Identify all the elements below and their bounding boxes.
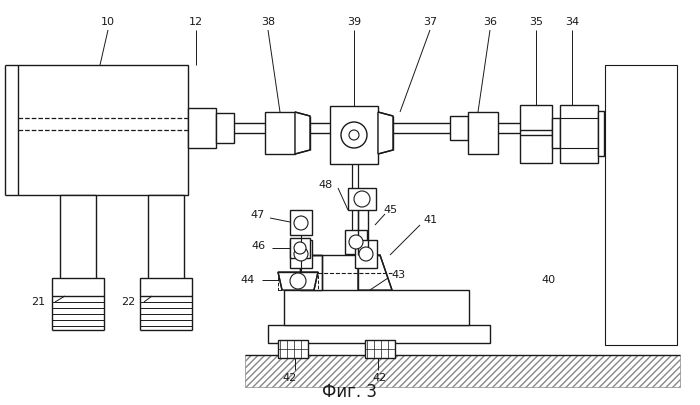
Text: 45: 45: [383, 205, 397, 215]
FancyBboxPatch shape: [140, 278, 192, 296]
Text: 41: 41: [423, 215, 437, 225]
Polygon shape: [295, 112, 310, 154]
FancyBboxPatch shape: [348, 188, 376, 210]
FancyBboxPatch shape: [598, 111, 604, 156]
Circle shape: [294, 216, 308, 230]
FancyBboxPatch shape: [188, 108, 216, 148]
Text: 47: 47: [251, 210, 265, 220]
FancyBboxPatch shape: [520, 105, 552, 163]
Text: 34: 34: [565, 17, 579, 27]
Polygon shape: [300, 255, 322, 290]
Text: 42: 42: [283, 373, 297, 383]
FancyBboxPatch shape: [290, 210, 312, 235]
FancyBboxPatch shape: [148, 195, 184, 280]
Circle shape: [349, 130, 359, 140]
FancyBboxPatch shape: [560, 105, 598, 163]
Text: 10: 10: [101, 17, 115, 27]
Text: 42: 42: [373, 373, 387, 383]
Text: 44: 44: [241, 275, 255, 285]
Text: 21: 21: [31, 297, 45, 307]
FancyBboxPatch shape: [60, 195, 96, 280]
FancyBboxPatch shape: [18, 65, 188, 195]
Text: 48: 48: [319, 180, 333, 190]
Text: 22: 22: [121, 297, 135, 307]
Text: 12: 12: [189, 17, 203, 27]
Text: 38: 38: [261, 17, 275, 27]
FancyBboxPatch shape: [52, 278, 104, 296]
Circle shape: [294, 247, 308, 261]
Text: 46: 46: [251, 241, 265, 251]
Text: 37: 37: [423, 17, 437, 27]
Text: 39: 39: [347, 17, 361, 27]
Circle shape: [341, 122, 367, 148]
Text: 40: 40: [541, 275, 555, 285]
FancyBboxPatch shape: [355, 240, 377, 268]
Polygon shape: [278, 272, 318, 290]
Polygon shape: [378, 112, 393, 154]
Text: Фиг. 3: Фиг. 3: [323, 383, 377, 401]
FancyBboxPatch shape: [278, 340, 308, 358]
FancyBboxPatch shape: [290, 240, 312, 268]
Circle shape: [359, 247, 373, 261]
Text: 43: 43: [391, 270, 405, 280]
FancyBboxPatch shape: [605, 65, 677, 345]
Text: 36: 36: [483, 17, 497, 27]
FancyBboxPatch shape: [365, 340, 395, 358]
FancyBboxPatch shape: [552, 118, 560, 148]
FancyBboxPatch shape: [290, 238, 310, 258]
FancyBboxPatch shape: [216, 113, 234, 143]
Polygon shape: [358, 255, 392, 290]
FancyBboxPatch shape: [450, 116, 468, 140]
FancyBboxPatch shape: [468, 112, 498, 154]
FancyBboxPatch shape: [268, 325, 490, 343]
Circle shape: [294, 242, 306, 254]
FancyBboxPatch shape: [330, 106, 378, 164]
Text: 35: 35: [529, 17, 543, 27]
FancyBboxPatch shape: [345, 230, 367, 254]
Circle shape: [290, 273, 306, 289]
FancyBboxPatch shape: [284, 290, 469, 325]
Circle shape: [349, 235, 363, 249]
FancyBboxPatch shape: [265, 112, 295, 154]
Circle shape: [354, 191, 370, 207]
